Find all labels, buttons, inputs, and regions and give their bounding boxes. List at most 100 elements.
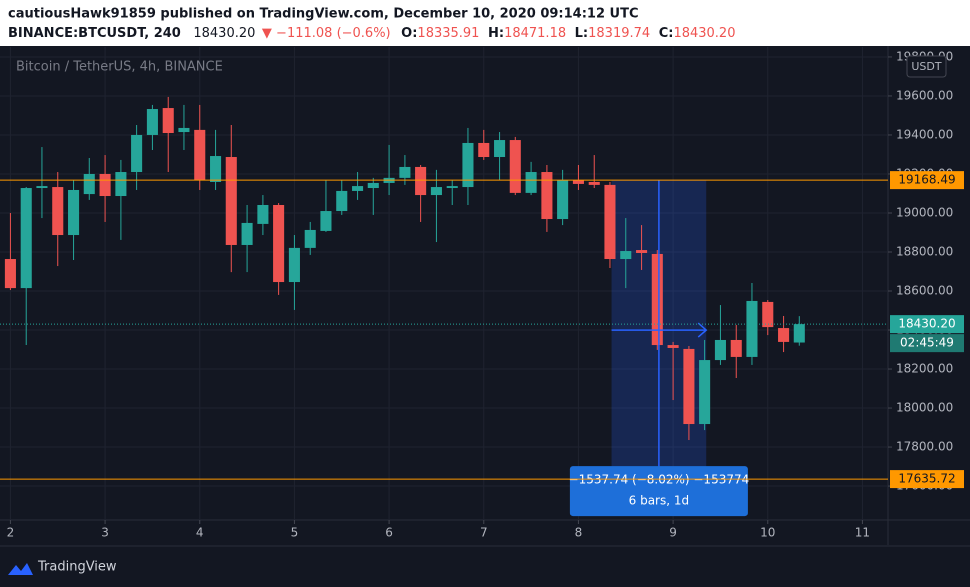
y-tick-label: 19000.00 bbox=[896, 205, 953, 219]
level-label: 17635.72 bbox=[898, 472, 955, 486]
measure-arrowhead bbox=[697, 322, 708, 338]
candle-body bbox=[588, 181, 600, 185]
candle-body bbox=[131, 134, 143, 173]
ohlc-value: 18319.74 bbox=[588, 26, 650, 41]
candle-body bbox=[115, 172, 127, 197]
y-tick-label: 18200.00 bbox=[896, 362, 953, 376]
measure-label-box bbox=[569, 466, 748, 517]
x-tick-label: 5 bbox=[291, 526, 299, 540]
ohlc-label: C: bbox=[659, 26, 674, 41]
candle-body bbox=[620, 251, 632, 260]
candle-body bbox=[36, 186, 48, 189]
candle-body bbox=[557, 180, 569, 220]
x-tick-label: 6 bbox=[385, 526, 393, 540]
brand: TradingView bbox=[37, 560, 117, 575]
ohlc-label: O: bbox=[401, 26, 417, 41]
countdown-label: 02:45:49 bbox=[900, 336, 954, 350]
y-tick-label: 18600.00 bbox=[896, 284, 953, 298]
candle-body bbox=[304, 229, 316, 248]
candle-body bbox=[636, 250, 648, 253]
x-tick-label: 9 bbox=[669, 526, 677, 540]
x-tick-label: 10 bbox=[760, 526, 775, 540]
brand-logo bbox=[8, 563, 33, 575]
candle-body bbox=[572, 180, 584, 184]
ohlc-label: H: bbox=[488, 26, 504, 41]
candle-body bbox=[273, 204, 285, 283]
candle-body bbox=[4, 259, 16, 289]
level-label: 19168.49 bbox=[898, 173, 955, 187]
candle-body bbox=[162, 108, 174, 134]
candle-body bbox=[225, 157, 237, 245]
x-tick-label: 3 bbox=[101, 526, 109, 540]
candle-body bbox=[83, 173, 95, 195]
y-tick-label: 17800.00 bbox=[896, 440, 953, 454]
currency-label: USDT bbox=[911, 60, 942, 73]
measure-sublabel: 6 bars, 1d bbox=[629, 494, 690, 508]
candle-body bbox=[730, 339, 742, 357]
candle-body bbox=[793, 324, 805, 343]
x-tick-label: 2 bbox=[7, 526, 15, 540]
candle-body bbox=[52, 187, 64, 236]
chart-title: Bitcoin / TetherUS, 4h, BINANCE bbox=[16, 60, 223, 75]
ohlc-value: 18335.91 bbox=[417, 26, 479, 41]
header-bg bbox=[0, 0, 970, 46]
symbol: BINANCE:BTCUSDT, 240 bbox=[8, 26, 181, 41]
candle-body bbox=[399, 166, 411, 178]
candle-body bbox=[699, 360, 711, 425]
candle-body bbox=[210, 156, 222, 182]
x-tick-label: 4 bbox=[196, 526, 204, 540]
candle-body bbox=[178, 127, 190, 133]
candle-body bbox=[462, 142, 474, 188]
candle-body bbox=[367, 182, 379, 189]
candle-body bbox=[762, 301, 774, 328]
candle-body bbox=[494, 140, 506, 158]
candle-body bbox=[352, 186, 364, 191]
level-label-box bbox=[890, 171, 964, 190]
x-tick-label: 11 bbox=[855, 526, 870, 540]
ohlc-value: 18430.20 bbox=[673, 26, 735, 41]
candle-body bbox=[336, 190, 348, 212]
candle-body bbox=[651, 253, 663, 346]
candle-body bbox=[509, 140, 521, 193]
publish-line: cautiousHawk91859 published on TradingVi… bbox=[8, 7, 639, 22]
countdown-box bbox=[890, 334, 964, 353]
x-tick-label: 7 bbox=[480, 526, 488, 540]
candle-body bbox=[288, 247, 300, 283]
x-tick-label: 8 bbox=[575, 526, 583, 540]
ohlc-label: L: bbox=[575, 26, 588, 41]
y-tick-label: 18800.00 bbox=[896, 244, 953, 258]
ohlc-value: 18471.18 bbox=[504, 26, 566, 41]
candle-body bbox=[478, 142, 490, 158]
candle-body bbox=[99, 173, 111, 197]
y-tick-label: 18000.00 bbox=[896, 401, 953, 415]
currency-button[interactable] bbox=[906, 55, 947, 78]
candle-body bbox=[146, 109, 158, 135]
candle-body bbox=[20, 188, 32, 289]
candle-body bbox=[541, 172, 553, 220]
candle-body bbox=[320, 211, 332, 231]
candle-body bbox=[241, 222, 253, 245]
candle-body bbox=[257, 204, 269, 224]
candle-body bbox=[68, 189, 80, 236]
candle-body bbox=[604, 184, 616, 260]
candle-body bbox=[667, 345, 679, 348]
symbol-line: BINANCE:BTCUSDT, 240 18430.20 ▼ −111.08 … bbox=[8, 26, 735, 41]
last-price-box bbox=[890, 315, 964, 334]
candle-body bbox=[778, 328, 790, 342]
candle-body bbox=[194, 129, 206, 181]
candle-body bbox=[683, 348, 695, 425]
level-label-box bbox=[890, 470, 964, 489]
candle-body bbox=[415, 166, 427, 196]
y-tick-label: 19400.00 bbox=[896, 127, 953, 141]
candle-body bbox=[714, 339, 726, 361]
price: 18430.20 bbox=[193, 26, 255, 41]
candle-body bbox=[446, 186, 458, 189]
candle-body bbox=[525, 172, 537, 193]
last-price-label: 18430.20 bbox=[898, 317, 955, 331]
candle-body bbox=[430, 187, 442, 196]
y-tick-label: 19600.00 bbox=[896, 88, 953, 102]
change: ▼ −111.08 (−0.6%) bbox=[262, 26, 391, 41]
candle-body bbox=[746, 300, 758, 357]
